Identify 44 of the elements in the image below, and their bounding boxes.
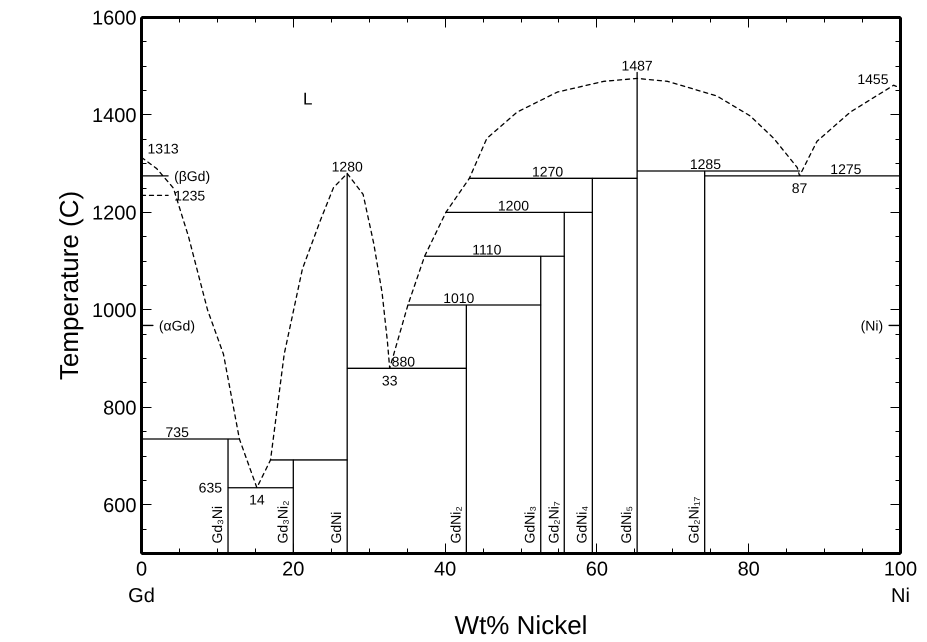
annotation: (Ni) [860,317,884,334]
text: Gd₃Ni₂ [274,500,290,544]
annotation: 1313 [148,140,179,156]
annotation: 33 [382,372,398,388]
x-axis-title: Wt% Nickel [454,610,588,640]
y-axis-title: Temperature (C) [54,190,84,380]
annotation: L [302,89,312,108]
annotation: 87 [792,180,808,196]
text: Gd₃Ni [209,506,226,544]
y-tick-label: 600 [103,494,137,517]
text: GdNi₃ [522,506,538,544]
y-tick-label: 1400 [92,104,137,127]
annotation: 635 [198,480,222,496]
annotation: 1110 [472,241,502,258]
text: GdNi [328,512,344,544]
annotation: 1270 [532,163,564,180]
x-tick-label: 0 Gd [128,558,155,607]
x-tick-label: 100 Ni [884,558,918,607]
annotation: 1285 [690,156,722,172]
annotation: 1235 [174,187,206,204]
y-tick-label: 1200 [92,202,137,224]
annotation: 1487 [622,58,653,74]
annotation: 735 [165,424,190,440]
text: GdNi₅ [618,506,634,544]
x-tick-label: 80 [738,558,760,580]
text: GdNi₂ [447,506,464,544]
x-tick-label: 60 [586,558,608,580]
text: GdNi₄ [573,506,590,544]
text: Gd₂Ni₁₇ [686,496,702,544]
annotation: 1200 [498,197,530,214]
annotation: 1275 [830,160,862,177]
annotation: 1455 [857,71,889,88]
y-tick-label: 800 [103,397,137,420]
x-tick-label: 40 [434,558,456,580]
annotation: (βGd) [174,168,210,184]
annotation: 1280 [332,158,363,174]
annotation: 1010 [443,290,475,306]
text: Gd₂Ni₇ [545,501,562,544]
y-tick-label: 1600 [92,8,137,30]
annotation: (αGd) [158,317,195,334]
y-tick-label: 1000 [92,300,137,322]
annotation: 880 [392,353,416,370]
annotation: 14 [249,492,265,508]
x-tick-label: 20 [282,558,304,580]
